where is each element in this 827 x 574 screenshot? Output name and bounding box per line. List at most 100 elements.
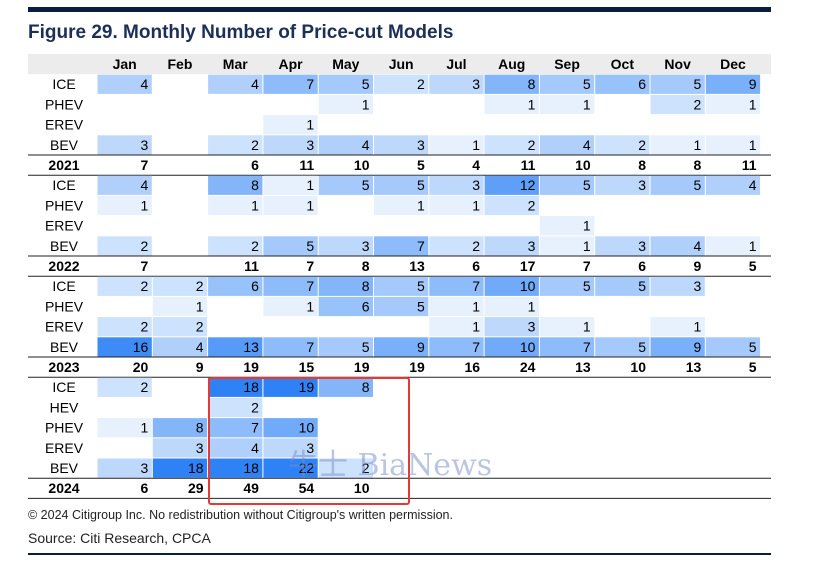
cell-bg-2024-ice-jan [97,377,152,397]
highlight-box-2024-mar-may [208,377,410,505]
cell-bg-2022-ice-jul [429,175,484,195]
cell-bg-2024-erev-feb [152,438,208,458]
cell-value-2021-ice-mar: 4 [251,76,259,92]
cell-value-2023-ice-aug: 10 [520,278,536,294]
cell-value-2022-phev-jul: 1 [472,197,480,213]
cell-bg-2023-phev-aug [484,296,539,317]
month-header-jan: Jan [113,56,137,72]
cell-value-2022-bev-jul: 2 [472,238,480,254]
cell-value-2024-hev-mar: 2 [251,399,259,415]
total-value-2023-jan: 20 [133,359,149,375]
cell-value-2024-ice-apr: 19 [299,379,315,395]
cell-value-2023-bev-apr: 7 [306,339,314,355]
cell-bg-2024-phev-feb [152,418,208,438]
cell-value-2021-bev-dec: 1 [749,137,757,153]
cell-value-2024-bev-jan: 3 [141,460,149,476]
total-value-2022-sep: 7 [583,258,591,274]
cell-value-2021-bev-jun: 3 [417,137,425,153]
cell-value-2023-ice-sep: 5 [583,278,591,294]
month-header-sep: Sep [554,56,580,72]
cell-bg-2023-ice-jun [374,276,429,296]
cell-bg-2024-phev-apr [263,418,318,438]
cell-bg-2022-ice-aug [484,175,539,195]
row-label-2022-ice: ICE [52,177,75,193]
cell-bg-2021-ice-sep [539,74,595,94]
total-value-2023-dec: 5 [749,359,757,375]
cell-value-2023-ice-nov: 3 [694,278,702,294]
cell-bg-2022-phev-mar [208,195,263,216]
cell-bg-2023-ice-jul [429,276,484,296]
month-header-feb: Feb [168,56,193,72]
cell-bg-2022-erev-sep [539,216,595,236]
cell-bg-2023-ice-jan [97,276,152,296]
cell-value-2022-bev-oct: 3 [638,238,646,254]
cell-bg-2022-bev-jul [429,236,484,256]
cell-value-2023-ice-feb: 2 [196,278,204,294]
cell-value-2021-bev-mar: 2 [251,137,259,153]
cell-value-2022-bev-jun: 7 [417,238,425,254]
total-value-2023-mar: 19 [243,359,259,375]
cell-value-2022-ice-may: 5 [362,177,370,193]
cell-bg-2021-ice-mar [208,74,263,94]
cell-bg-2023-bev-aug [484,337,539,357]
cell-bg-2023-ice-may [318,276,373,296]
cell-value-2024-phev-feb: 8 [196,420,204,436]
cell-bg-2023-bev-mar [208,337,263,357]
cell-bg-2021-bev-aug [484,135,539,155]
row-label-2023-bev: BEV [50,339,79,355]
cell-bg-2022-phev-jan [97,195,152,216]
total-value-2021-jul: 4 [472,157,480,173]
cell-bg-2024-ice-may [318,377,373,397]
cell-value-2021-bev-nov: 1 [694,137,702,153]
cell-value-2021-phev-sep: 1 [583,96,591,112]
total-value-2021-nov: 8 [694,157,702,173]
total-value-2022-oct: 6 [638,258,646,274]
cell-bg-2021-bev-jun [374,135,429,155]
cell-value-2024-ice-jan: 2 [141,379,149,395]
cell-value-2022-ice-jan: 4 [141,177,149,193]
cell-bg-2023-bev-feb [152,337,208,357]
cell-bg-2024-hev-mar [208,397,263,418]
cell-bg-2024-phev-mar [208,418,263,438]
cell-bg-2023-erev-aug [484,317,539,337]
cell-value-2022-phev-jan: 1 [141,197,149,213]
cell-bg-2022-bev-mar [208,236,263,256]
total-value-2023-nov: 13 [686,359,702,375]
cell-value-2022-bev-jan: 2 [141,238,149,254]
cell-value-2022-bev-mar: 2 [251,238,259,254]
cell-bg-2022-bev-aug [484,236,539,256]
total-value-2022-may: 8 [362,258,370,274]
cell-value-2022-ice-apr: 1 [306,177,314,193]
row-label-2024-erev: EREV [45,440,84,456]
row-label-2023-phev: PHEV [45,298,84,314]
cell-value-2024-erev-apr: 3 [306,440,314,456]
total-label-2024: 2024 [48,480,79,496]
cell-bg-2022-ice-jun [374,175,429,195]
cell-value-2021-phev-dec: 1 [749,96,757,112]
month-header-jun: Jun [389,56,414,72]
cell-value-2022-ice-nov: 5 [694,177,702,193]
cell-value-2021-bev-apr: 3 [306,137,314,153]
cell-bg-2023-bev-nov [650,337,705,357]
cell-value-2023-bev-aug: 10 [520,339,536,355]
cell-bg-2022-bev-dec [705,236,761,256]
cell-value-2023-erev-aug: 3 [528,319,536,335]
cell-value-2021-ice-nov: 5 [694,76,702,92]
cell-bg-2022-bev-jan [97,236,152,256]
month-header-dec: Dec [720,56,746,72]
cell-bg-2023-erev-jan [97,317,152,337]
cell-value-2023-phev-aug: 1 [528,298,536,314]
cell-value-2022-bev-aug: 3 [528,238,536,254]
cell-value-2023-erev-jan: 2 [141,319,149,335]
cell-bg-2024-bev-feb [152,458,208,478]
cell-value-2023-bev-nov: 9 [694,339,702,355]
cell-bg-2022-ice-may [318,175,373,195]
cell-bg-2023-bev-apr [263,337,318,357]
cell-bg-2021-bev-mar [208,135,263,155]
total-value-2021-aug: 11 [521,157,536,173]
cell-bg-2022-bev-nov [650,236,705,256]
total-label-2023: 2023 [48,359,79,375]
cell-value-2023-phev-jul: 1 [472,298,480,314]
cell-bg-2021-bev-dec [705,135,761,155]
cell-bg-2021-erev-apr [263,115,318,135]
